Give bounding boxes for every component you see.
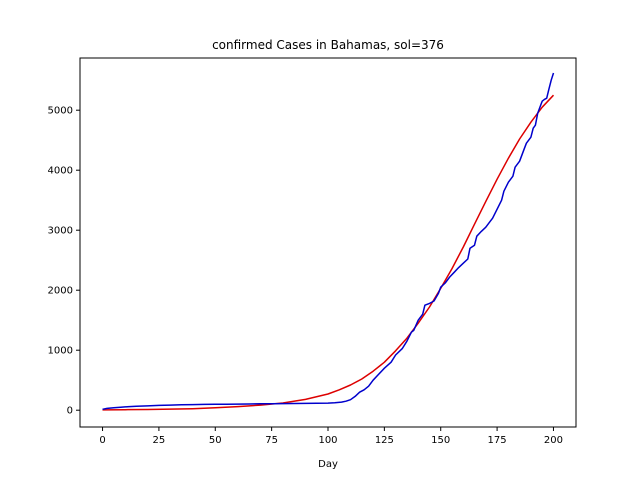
x-axis-ticks: 0 25 50 75 100 125 150 175 200 xyxy=(99,427,563,446)
x-tick-label: 50 xyxy=(209,435,222,446)
series-line-1 xyxy=(102,94,555,411)
x-axis-label: Day xyxy=(318,459,338,470)
y-tick-label: 1000 xyxy=(48,346,73,357)
y-tick-label: 2000 xyxy=(48,286,73,297)
x-tick-label: 125 xyxy=(375,435,394,446)
x-tick-label: 150 xyxy=(431,435,450,446)
plot-frame xyxy=(79,57,577,428)
x-tick-label: 100 xyxy=(318,435,337,446)
y-tick-label: 0 xyxy=(67,406,73,417)
x-tick-label: 0 xyxy=(99,435,105,446)
x-tick-label: 200 xyxy=(544,435,563,446)
series-layer xyxy=(102,72,555,411)
y-tick-label: 5000 xyxy=(48,106,73,117)
y-tick-label: 3000 xyxy=(48,226,73,237)
x-tick-label: 25 xyxy=(153,435,166,446)
chart-title: confirmed Cases in Bahamas, sol=376 xyxy=(212,38,444,52)
y-axis-ticks: 0 1000 2000 3000 4000 5000 xyxy=(48,106,80,417)
x-tick-label: 175 xyxy=(488,435,507,446)
series-line-0 xyxy=(102,72,555,411)
y-tick-label: 4000 xyxy=(48,166,73,177)
x-tick-label: 75 xyxy=(265,435,278,446)
